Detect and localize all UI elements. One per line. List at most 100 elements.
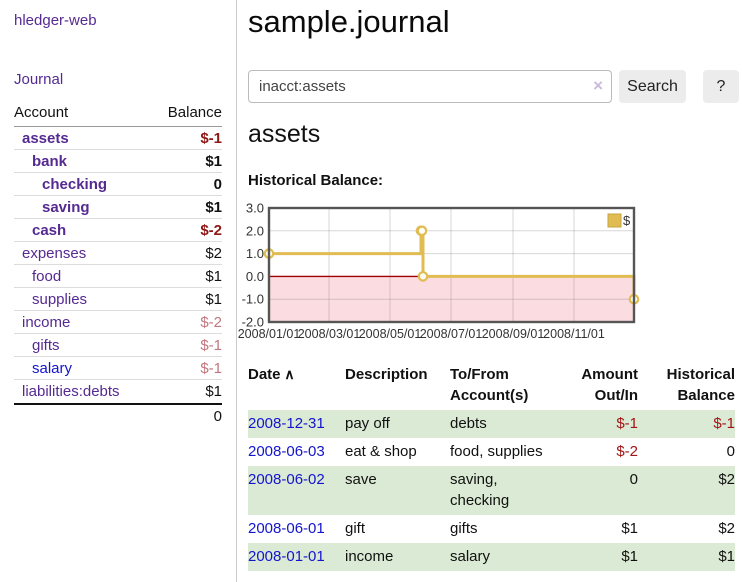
x-tick-label: 2008/11/01 bbox=[543, 327, 605, 341]
plot-border bbox=[267, 206, 636, 324]
x-tick-label: 2008/05/01 bbox=[359, 327, 422, 341]
y-tick-label: 1.0 bbox=[246, 246, 264, 261]
historical-balance-chart: $3.0 2.0 1.0 0.0 -1.0 -2.02008/01/012008/03/0… bbox=[238, 202, 640, 341]
account-balance: $1 bbox=[205, 267, 222, 285]
accounts-col-account: Account bbox=[14, 104, 69, 121]
account-balance: $1 bbox=[205, 152, 222, 170]
transaction-date-cell: 2008-06-03 bbox=[248, 438, 345, 466]
account-link[interactable]: supplies bbox=[32, 290, 88, 308]
chart-title: Historical Balance: bbox=[248, 172, 384, 189]
accounts-col-balance: Balance bbox=[167, 104, 222, 121]
register-col-description: Description bbox=[345, 366, 428, 383]
sort-asc-icon: ∧ bbox=[280, 366, 295, 382]
transaction-balance: $2 bbox=[718, 520, 735, 537]
register-header-row: Date ∧ Description To/From Account(s) Amoun… bbox=[248, 362, 735, 410]
transaction-date-link[interactable]: 2008-06-02 bbox=[248, 471, 325, 488]
transaction-date-link[interactable]: 2008-06-01 bbox=[248, 520, 325, 537]
page-title: sample.journal bbox=[248, 4, 450, 39]
help-button[interactable]: ? bbox=[703, 70, 739, 103]
account-link[interactable]: checking bbox=[42, 175, 108, 193]
transaction-accounts: salary bbox=[450, 548, 491, 565]
account-link[interactable]: liabilities:debts bbox=[22, 383, 120, 400]
account-balance: $1 bbox=[205, 290, 222, 308]
y-tick-label: -2.0 bbox=[242, 315, 264, 330]
transaction-description: pay off bbox=[345, 415, 390, 432]
account-balance: $1 bbox=[205, 198, 222, 216]
data-point-marker bbox=[416, 225, 428, 237]
sidebar-account-row: income $-2 bbox=[14, 311, 222, 334]
account-link[interactable]: food bbox=[32, 267, 62, 285]
transaction-date-link[interactable]: 2008-12-31 bbox=[248, 415, 325, 432]
register-col-balance: Historical Balance bbox=[666, 366, 735, 404]
accounts-table-header: Account Balance bbox=[14, 104, 222, 127]
transaction-date-cell: 2008-12-31 bbox=[248, 410, 345, 438]
sidebar-account-row: salary $-1 bbox=[14, 357, 222, 380]
transaction-accounts: gifts bbox=[450, 520, 478, 537]
transaction-accounts: debts bbox=[450, 415, 487, 432]
account-balance: $-1 bbox=[200, 129, 222, 147]
account-balance: $-2 bbox=[200, 221, 222, 239]
clear-search-icon[interactable]: × bbox=[593, 76, 603, 95]
transaction-description: eat & shop bbox=[345, 443, 417, 460]
account-link[interactable]: cash bbox=[32, 221, 67, 239]
transaction-amount: $1 bbox=[621, 548, 638, 565]
y-tick-label: 0.0 bbox=[246, 269, 264, 284]
accounts-total: 0 bbox=[14, 403, 222, 425]
account-link[interactable]: bank bbox=[32, 152, 68, 170]
register-row: 2008-12-31 pay off debts $-1 $-1 bbox=[248, 410, 735, 438]
transaction-balance: $2 bbox=[718, 471, 735, 488]
register-row: 2008-06-01 gift gifts $1 $2 bbox=[248, 515, 735, 543]
x-tick-label: 2008/07/01 bbox=[420, 327, 483, 341]
account-link[interactable]: expenses bbox=[22, 244, 87, 262]
register-row: 2008-06-02 save saving, checking 0 $2 bbox=[248, 466, 735, 515]
account-balance: $-2 bbox=[200, 313, 222, 331]
account-link[interactable]: gifts bbox=[32, 336, 60, 354]
accounts-table-body: assets $-1 bank $1 checking 0 saving $1 cash $-2 e… bbox=[14, 127, 222, 403]
register-row: 2008-06-03 eat & shop food, supplies $-2 0 bbox=[248, 438, 735, 466]
search-input[interactable] bbox=[248, 70, 612, 103]
transaction-description: income bbox=[345, 548, 394, 565]
sidebar: hledger-web Journal Account Balance asse… bbox=[0, 0, 237, 582]
legend-swatch bbox=[607, 213, 622, 228]
transaction-date-cell: 2008-01-01 bbox=[248, 543, 345, 571]
x-tick-label: 2008/01/01 bbox=[238, 327, 301, 341]
register-row: 2008-01-01 income salary $1 $1 bbox=[248, 543, 735, 571]
sidebar-account-row: supplies $1 bbox=[14, 288, 222, 311]
transaction-balance: $-1 bbox=[713, 415, 735, 432]
register-col-accounts: To/From Account(s) bbox=[450, 366, 529, 404]
register-table-body: 2008-12-31 pay off debts $-1 $-1 2008-06-03 ea… bbox=[248, 410, 735, 571]
sidebar-account-row: saving $1 bbox=[14, 196, 222, 219]
sidebar-account-row: assets $-1 bbox=[14, 127, 222, 150]
register-col-date[interactable]: Date ∧ bbox=[248, 366, 295, 383]
account-link[interactable]: income bbox=[22, 313, 71, 331]
x-tick-label: 2008/09/01 bbox=[482, 327, 545, 341]
sidebar-account-row: gifts $-1 bbox=[14, 334, 222, 357]
data-point-marker bbox=[417, 271, 429, 282]
transaction-accounts: saving, checking bbox=[450, 471, 510, 509]
sidebar-account-row: bank $1 bbox=[14, 150, 222, 173]
search-button[interactable]: Search bbox=[619, 70, 686, 103]
register-table: Date ∧ Description To/From Account(s) Amoun… bbox=[248, 362, 735, 571]
account-link[interactable]: salary bbox=[32, 359, 73, 377]
register-col-amount: Amount Out/In bbox=[581, 366, 638, 404]
account-balance: 0 bbox=[213, 175, 222, 193]
sidebar-account-row: expenses $2 bbox=[14, 242, 222, 265]
sidebar-item-journal[interactable]: Journal bbox=[14, 71, 64, 88]
sidebar-account-row: liabilities:debts $1 bbox=[14, 380, 222, 403]
transaction-description: save bbox=[345, 471, 377, 488]
search-form: × bbox=[248, 70, 612, 103]
account-link[interactable]: assets bbox=[22, 129, 69, 147]
negative-region bbox=[269, 276, 634, 322]
account-link[interactable]: saving bbox=[42, 198, 90, 216]
transaction-accounts: food, supplies bbox=[450, 443, 543, 460]
transaction-date-link[interactable]: 2008-01-01 bbox=[248, 548, 325, 565]
transaction-amount: $-2 bbox=[616, 443, 638, 460]
app-title-link[interactable]: hledger-web bbox=[14, 12, 97, 29]
y-tick-label: -1.0 bbox=[242, 292, 264, 307]
transaction-date-link[interactable]: 2008-06-03 bbox=[248, 443, 325, 460]
sidebar-account-row: checking 0 bbox=[14, 173, 222, 196]
account-balance: $2 bbox=[205, 244, 222, 262]
transaction-amount: $1 bbox=[621, 520, 638, 537]
transaction-date-cell: 2008-06-02 bbox=[248, 466, 345, 515]
account-balance: $-1 bbox=[200, 359, 222, 377]
